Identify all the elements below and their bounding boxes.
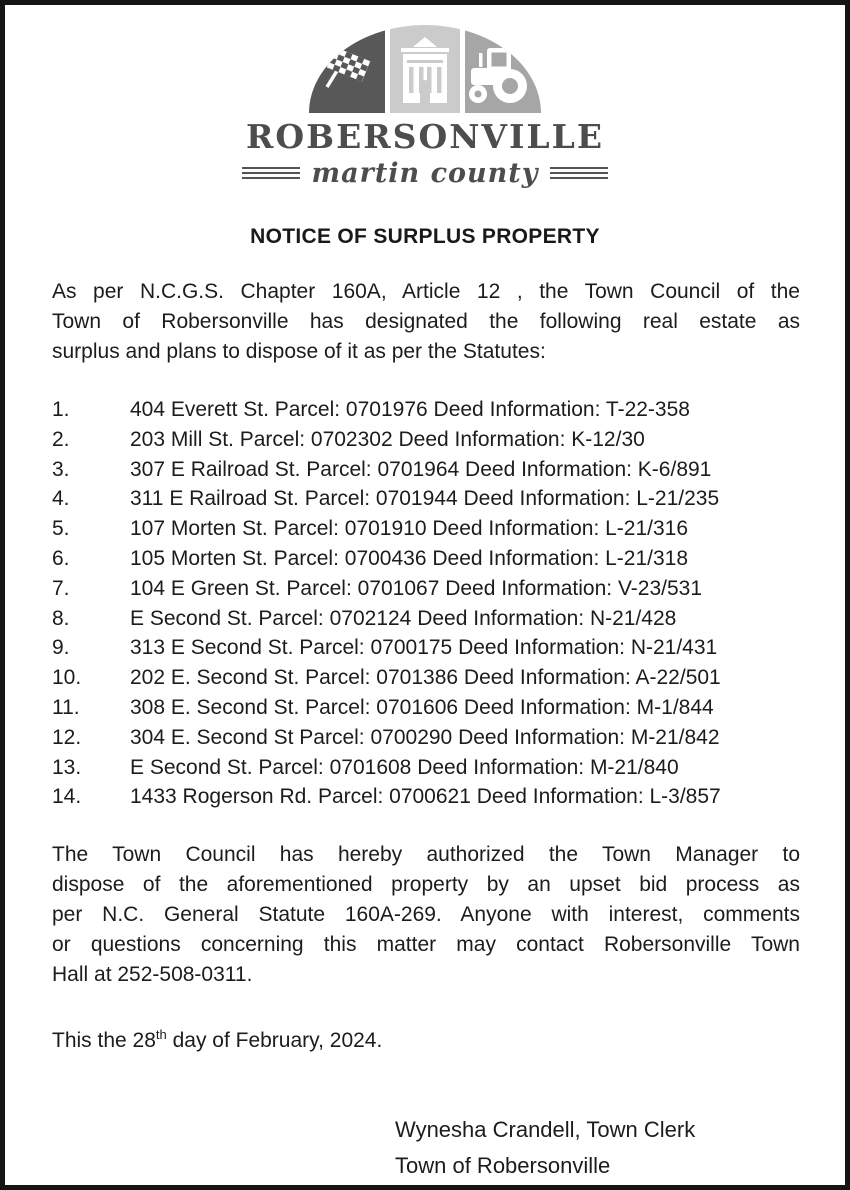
item-number: 3. <box>52 457 70 481</box>
logo-wordmark: ROBERSONVILLE <box>246 117 604 156</box>
item-number: 2. <box>52 427 70 451</box>
intro-line: Town of Robersonville has designated the… <box>52 310 800 333</box>
authorization-line: The Town Council has hereby authorized t… <box>52 843 800 867</box>
item-number: 11. <box>52 695 80 719</box>
list-item: 1. 404 Everett St. Parcel: 0701976 Deed … <box>52 395 810 425</box>
logo-tagline: martin county <box>311 157 539 189</box>
item-text: 304 E. Second St Parcel: 0700290 Deed In… <box>130 725 720 749</box>
date-prefix: This the 28 <box>52 1029 156 1053</box>
item-number: 1. <box>52 398 70 421</box>
item-number: 9. <box>52 636 70 660</box>
item-number: 7. <box>52 576 70 600</box>
authorization-line: dispose of the aforementioned property b… <box>52 873 800 897</box>
town-logo: ROBERSONVILLE martin county <box>5 23 845 189</box>
list-item: 8. E Second St. Parcel: 0702124 Deed Inf… <box>52 604 810 634</box>
authorization-line: per N.C. General Statute 160A-269. Anyon… <box>52 903 800 927</box>
item-text: 202 E. Second St. Parcel: 0701386 Deed I… <box>130 666 721 690</box>
item-number: 5. <box>52 517 70 541</box>
item-number: 8. <box>52 606 70 630</box>
signature-name-title: Wynesha Crandell, Town Clerk <box>395 1117 696 1143</box>
list-item: 3. 307 E Railroad St. Parcel: 0701964 De… <box>52 455 810 485</box>
list-item: 6. 105 Morten St. Parcel: 0700436 Deed I… <box>52 544 810 574</box>
list-item: 13. E Second St. Parcel: 0701608 Deed In… <box>52 753 810 783</box>
item-text: 313 E Second St. Parcel: 0700175 Deed In… <box>130 636 718 660</box>
town-hall-icon <box>401 37 449 103</box>
list-item: 14. 1433 Rogerson Rd. Parcel: 0700621 De… <box>52 782 810 812</box>
item-text: 105 Morten St. Parcel: 0700436 Deed Info… <box>130 546 689 570</box>
item-text: 311 E Railroad St. Parcel: 0701944 Deed … <box>130 487 720 511</box>
property-list: 1. 404 Everett St. Parcel: 0701976 Deed … <box>52 395 810 812</box>
item-number: 13. <box>52 755 82 779</box>
list-item: 11. 308 E. Second St. Parcel: 0701606 De… <box>52 693 810 723</box>
logo-tagline-row: martin county <box>5 157 845 189</box>
list-item: 9. 313 E Second St. Parcel: 0700175 Deed… <box>52 633 810 663</box>
list-item: 5. 107 Morten St. Parcel: 0701910 Deed I… <box>52 514 810 544</box>
item-number: 14. <box>52 785 82 809</box>
item-text: 104 E Green St. Parcel: 0701067 Deed Inf… <box>130 576 703 600</box>
item-number: 10. <box>52 666 82 690</box>
tagline-rule-right <box>550 167 609 179</box>
item-number: 6. <box>52 546 70 570</box>
item-text: 107 Morten St. Parcel: 0701910 Deed Info… <box>130 517 689 541</box>
signature-org: Town of Robersonville <box>395 1153 611 1179</box>
item-text: 1433 Rogerson Rd. Parcel: 0700621 Deed I… <box>130 785 721 809</box>
list-item: 10. 202 E. Second St. Parcel: 0701386 De… <box>52 663 810 693</box>
item-text: 308 E. Second St. Parcel: 0701606 Deed I… <box>130 695 714 719</box>
intro-line: As per N.C.G.S. Chapter 160A, Article 12… <box>52 280 800 303</box>
date-suffix: day of February, 2024. <box>166 1029 383 1053</box>
item-text: E Second St. Parcel: 0702124 Deed Inform… <box>130 606 677 630</box>
list-item: 7. 104 E Green St. Parcel: 0701067 Deed … <box>52 574 810 604</box>
intro-paragraph: As per N.C.G.S. Chapter 160A, Article 12… <box>52 277 800 367</box>
item-text: E Second St. Parcel: 0701608 Deed Inform… <box>130 755 679 779</box>
list-item: 4. 311 E Railroad St. Parcel: 0701944 De… <box>52 484 810 514</box>
tractor-icon <box>469 48 527 103</box>
logo-crest <box>309 25 541 113</box>
authorization-line: or questions concerning this matter may … <box>52 933 800 957</box>
item-text: 307 E Railroad St. Parcel: 0701964 Deed … <box>130 457 712 481</box>
item-text: 203 Mill St. Parcel: 0702302 Deed Inform… <box>130 427 645 451</box>
date-superscript: th <box>155 1027 167 1043</box>
signature-block: Wynesha Crandell, Town Clerk Town of Rob… <box>395 1112 845 1184</box>
list-item: 2. 203 Mill St. Parcel: 0702302 Deed Inf… <box>52 425 810 455</box>
list-item: 12. 304 E. Second St Parcel: 0700290 Dee… <box>52 723 810 753</box>
tagline-rule-left <box>241 167 300 179</box>
authorization-paragraph: The Town Council has hereby authorized t… <box>52 840 800 990</box>
item-number: 4. <box>52 487 70 511</box>
date-line: This the 28th day of February, 2024. <box>52 1020 800 1056</box>
item-text: 404 Everett St. Parcel: 0701976 Deed Inf… <box>130 398 690 421</box>
authorization-line: Hall at 252-508-0311. <box>52 963 253 987</box>
intro-line: surplus and plans to dispose of it as pe… <box>52 340 546 363</box>
item-number: 12. <box>52 725 82 749</box>
notice-title: NOTICE OF SURPLUS PROPERTY <box>250 225 600 248</box>
